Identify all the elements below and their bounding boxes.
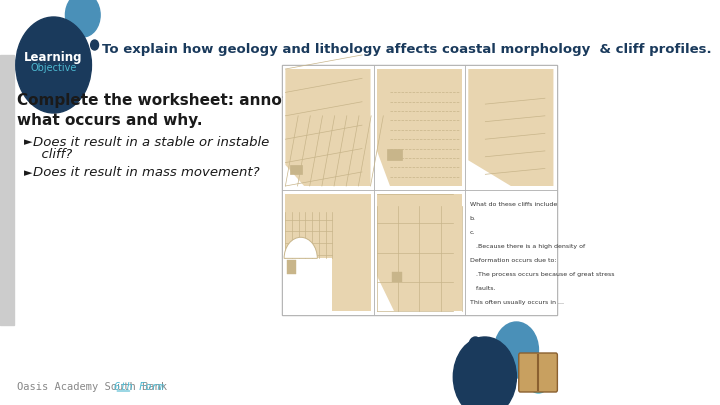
Text: This often usually occurs in ...: This often usually occurs in ...	[470, 300, 564, 305]
Text: .Because there is a high density of: .Because there is a high density of	[470, 244, 585, 249]
Text: Objective: Objective	[30, 63, 77, 73]
Text: To explain how geology and lithology affects coastal morphology  & cliff profile: To explain how geology and lithology aff…	[102, 43, 712, 57]
Circle shape	[469, 337, 482, 353]
Text: faults.: faults.	[470, 286, 495, 291]
Polygon shape	[285, 194, 371, 311]
Bar	[374, 190, 465, 315]
Text: Oasis Academy South Bank: Oasis Academy South Bank	[17, 382, 174, 392]
Text: what occurs and why.: what occurs and why.	[17, 113, 203, 128]
Bar	[287, 260, 296, 273]
Bar	[374, 65, 465, 190]
Text: c.: c.	[470, 230, 475, 235]
Text: ►: ►	[24, 168, 32, 178]
Bar	[387, 149, 402, 160]
Bar	[282, 65, 374, 190]
Text: b.: b.	[470, 216, 476, 221]
Text: Learning: Learning	[24, 51, 83, 64]
Polygon shape	[377, 194, 462, 311]
Text: Does it result in mass movement?: Does it result in mass movement?	[33, 166, 260, 179]
Text: .The process occurs because of great stress: .The process occurs because of great str…	[470, 272, 614, 277]
Circle shape	[16, 17, 91, 113]
Bar	[282, 190, 374, 315]
Bar	[0, 55, 14, 325]
Polygon shape	[468, 69, 554, 186]
Circle shape	[526, 361, 551, 393]
Bar	[282, 65, 557, 315]
Text: ►: ►	[24, 137, 32, 147]
Circle shape	[91, 40, 99, 50]
Text: What do these cliffs include: What do these cliffs include	[470, 202, 557, 207]
Bar	[465, 65, 557, 190]
Circle shape	[66, 0, 100, 37]
Bar	[289, 165, 302, 174]
Bar	[465, 190, 557, 315]
Text: Does it result in a stable or instable: Does it result in a stable or instable	[33, 136, 269, 149]
Polygon shape	[377, 69, 462, 186]
Bar	[392, 273, 402, 282]
Text: 6th Form: 6th Form	[114, 382, 164, 392]
Text: cliff?: cliff?	[33, 149, 73, 162]
FancyBboxPatch shape	[518, 353, 557, 392]
Circle shape	[454, 337, 516, 405]
Circle shape	[495, 322, 539, 378]
Text: Complete the worksheet: annotate: Complete the worksheet: annotate	[17, 92, 318, 107]
Text: Deformation occurs due to:: Deformation occurs due to:	[470, 258, 557, 263]
Polygon shape	[285, 69, 371, 186]
Wedge shape	[284, 237, 318, 258]
